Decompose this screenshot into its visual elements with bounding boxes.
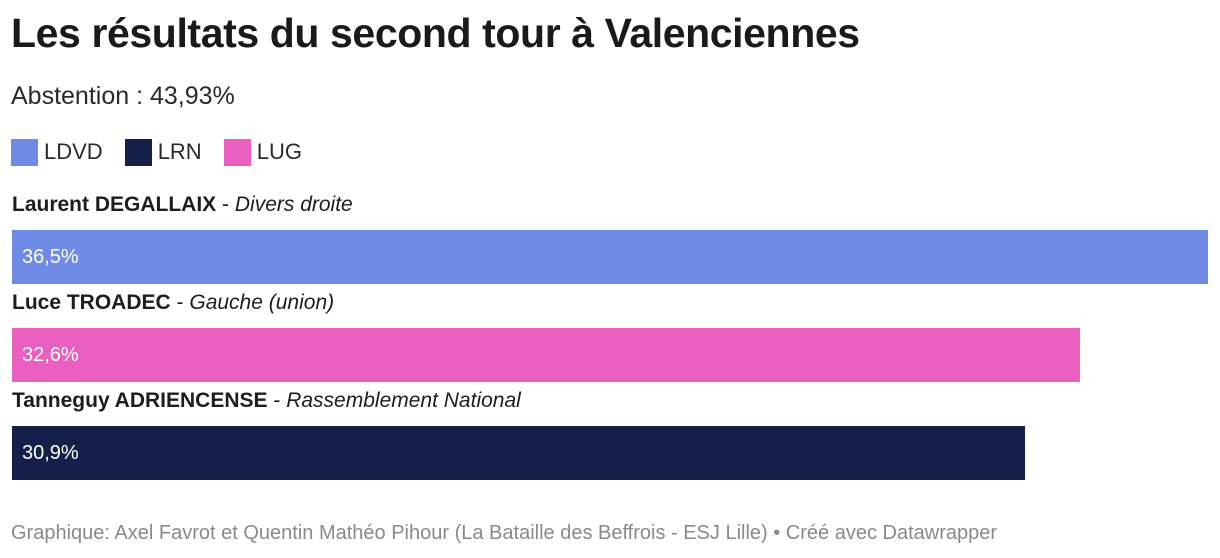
legend-swatch-lug [223, 138, 251, 166]
bar-label-1: Luce TROADEC - Gauche (union) [12, 291, 334, 315]
party-name: Divers droite [234, 193, 353, 216]
legend-label-lug: LUG [256, 139, 302, 164]
bar-value-label-0: 36,5% [22, 246, 79, 268]
bar-value-label-2: 30,9% [22, 442, 79, 464]
legend: LDVD LRN LUG [11, 138, 324, 166]
chart-subtitle: Abstention : 43,93% [11, 82, 235, 110]
legend-item-lrn: LRN [124, 138, 202, 166]
party-name: Rassemblement National [286, 389, 521, 412]
legend-label-lrn: LRN [157, 139, 202, 164]
bar-1: 32,6% [12, 328, 1080, 382]
legend-item-ldvd: LDVD [11, 138, 103, 166]
party-name: Gauche (union) [189, 291, 335, 314]
candidate-name: Luce TROADEC [12, 291, 171, 314]
legend-swatch-ldvd [11, 138, 38, 166]
legend-swatch-lrn [124, 138, 152, 166]
bar-2: 30,9% [12, 426, 1025, 480]
candidate-name: Laurent DEGALLAIX [12, 193, 217, 216]
chart-credit: Graphique: Axel Favrot et Quentin Mathéo… [11, 522, 998, 544]
label-separator: - [170, 291, 190, 314]
bar-label-0: Laurent DEGALLAIX - Divers droite [12, 193, 353, 217]
label-separator: - [216, 193, 235, 216]
label-separator: - [267, 389, 287, 412]
legend-label-ldvd: LDVD [44, 139, 103, 164]
candidate-name: Tanneguy ADRIENCENSE [12, 389, 268, 412]
bar-0: 36,5% [12, 230, 1208, 284]
chart-title: Les résultats du second tour à Valencien… [11, 10, 860, 56]
bar-value-label-1: 32,6% [22, 344, 79, 366]
bar-label-2: Tanneguy ADRIENCENSE - Rassemblement Nat… [12, 389, 521, 413]
legend-item-lug: LUG [223, 138, 302, 166]
